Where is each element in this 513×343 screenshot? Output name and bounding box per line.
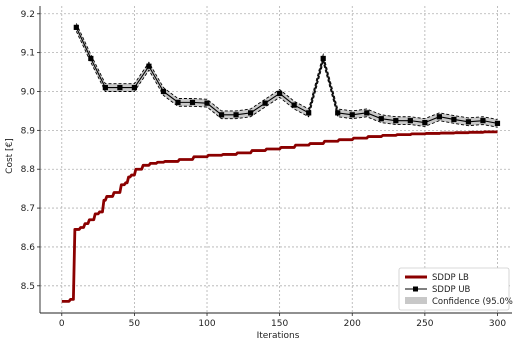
x-tick-label: 250	[416, 319, 433, 329]
ub-marker	[277, 90, 283, 97]
y-tick-label: 8.7	[21, 204, 35, 214]
ub-marker	[189, 99, 196, 105]
y-tick-label: 9.2	[21, 10, 35, 20]
legend: SDDP LB SDDP UB Confidence (95.0%)	[398, 267, 513, 311]
sddp-ub-line	[75, 27, 498, 124]
ub-lower-ci-line	[75, 31, 498, 128]
ub-marker	[247, 110, 254, 116]
legend-ub-label: SDDP UB	[432, 285, 471, 295]
ub-upper-ci-line	[75, 23, 498, 120]
x-tick-label: 300	[489, 319, 506, 329]
ub-marker	[436, 114, 442, 120]
x-tick-label: 0	[59, 319, 65, 329]
x-tick-label: 50	[129, 319, 141, 329]
ub-marker	[146, 63, 152, 69]
ub-marker	[73, 24, 79, 30]
ub-marker	[117, 85, 123, 91]
ub-marker	[407, 118, 413, 124]
ub-marker	[320, 55, 326, 62]
x-axis-label: Iterations	[257, 331, 300, 341]
x-tick-label: 150	[271, 319, 288, 329]
ub-marker	[393, 118, 399, 124]
ub-marker	[364, 110, 370, 116]
ub-marker	[349, 112, 355, 118]
legend-lb-label: SDDP LB	[432, 273, 469, 283]
y-tick-label: 8.8	[21, 165, 36, 175]
ub-marker	[88, 55, 94, 62]
confidence-band-group	[76, 23, 498, 128]
confidence-band	[76, 23, 498, 128]
ub-marker	[218, 112, 225, 118]
ub-line-group	[75, 23, 498, 128]
y-axis-label: Cost [€]	[5, 138, 15, 174]
x-tick-label: 100	[198, 319, 215, 329]
lb-line-group	[61, 130, 498, 303]
ub-marker	[378, 116, 384, 122]
legend-band-label: Confidence (95.0%)	[432, 297, 513, 307]
ub-marker	[262, 100, 268, 106]
ub-marker	[422, 119, 428, 126]
sddp-lb-line	[61, 130, 498, 303]
ub-marker	[494, 120, 501, 126]
grid-lines	[40, 6, 512, 313]
ub-marker	[204, 100, 210, 106]
y-tick-label: 8.5	[21, 282, 35, 292]
ub-marker	[175, 99, 181, 105]
y-tick-label: 8.9	[21, 126, 36, 136]
ub-marker	[465, 119, 472, 125]
legend-ub-marker	[413, 286, 418, 292]
y-tick-label: 9.0	[21, 87, 36, 97]
ub-marker	[160, 88, 167, 95]
y-tick-label: 9.1	[21, 49, 35, 59]
y-tick-label: 8.6	[21, 243, 36, 253]
ub-marker	[291, 102, 297, 108]
ub-marker-group	[73, 24, 501, 126]
ub-marker	[451, 116, 457, 123]
ub-marker	[480, 118, 486, 124]
y-tick-labels: 8.5 8.6 8.7 8.8 8.9 9.0 9.1 9.2	[21, 10, 36, 292]
legend-band-swatch	[405, 297, 427, 304]
x-tick-label: 200	[344, 319, 361, 329]
ub-marker	[102, 85, 108, 91]
ub-marker	[233, 112, 239, 118]
ub-marker	[131, 85, 137, 91]
axes	[37, 6, 512, 316]
ub-marker	[306, 110, 312, 116]
x-tick-labels: 0 50 100 150 200 250 300	[59, 319, 506, 329]
ub-marker	[335, 110, 341, 116]
